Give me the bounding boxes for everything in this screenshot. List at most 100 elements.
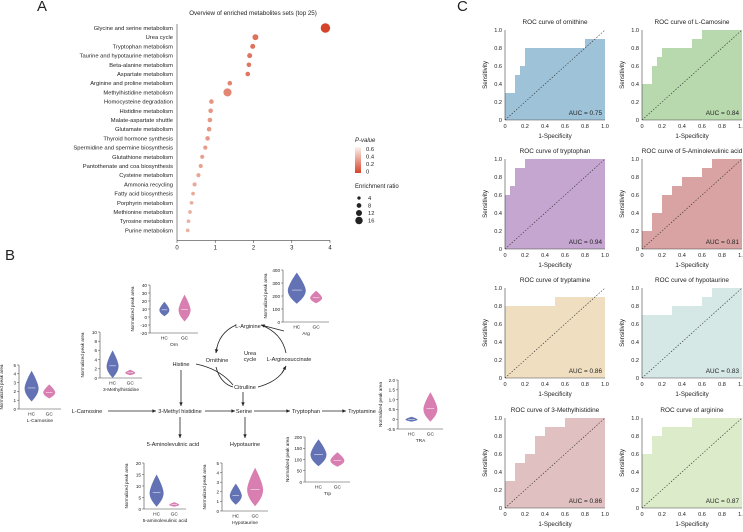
roc-y-tick-label: 0.4 [494,82,502,88]
enrichment-dot [245,71,251,77]
violin-hc [149,474,164,507]
arrow-head [286,409,290,413]
roc-x-tick-label: 0 [640,124,643,130]
roc-x-tick-label: 0.8 [718,512,726,518]
pvalue-tick-label: 0 [366,170,369,176]
violin-tick-label: 200 [294,435,302,440]
violin-tick-label: 400 [272,268,280,273]
violin-tick-label: 3 [13,380,16,385]
roc-x-tick-label: 0.6 [561,512,569,518]
node-tryptamine: Tryptamine [348,409,376,415]
roc-x-tick-label: 0.6 [698,512,706,518]
roc-title: ROC curve of 3-Methylhistidine [511,407,600,414]
violin-tick-label: 100 [272,307,280,312]
roc-title: ROC curve of tryptophan [520,148,591,155]
violin-group-gc: GC [46,412,54,418]
roc-y-tick-label: 0.2 [494,358,502,364]
violin-gc [178,294,191,322]
category-label: Arginine and proline metabolism [90,81,173,87]
category-label: Spermidine and spermine biosynthesis [73,146,173,152]
roc-y-tick-label: 0 [499,247,502,253]
violin-tick-label: 4 [216,470,219,475]
violin-tick-label: 0 [138,507,141,512]
violin-tick-label: 0 [392,417,395,422]
category-label: Purine metabolism [125,228,173,234]
x-tick-label: 3 [290,245,294,250]
roc-x-tick-label: 1.0 [738,124,743,130]
violin-group-label: Trp [324,491,331,497]
roc-x-label: 1-Specificity [675,521,709,528]
roc-y-tick-label: 0.8 [631,434,639,440]
category-label: Urea cycle [146,35,173,41]
category-label: Aspartate metabolism [117,72,173,78]
roc-x-tick-label: 0.2 [658,382,666,388]
arrow-head [282,366,286,370]
roc-auc-label: AUC = 0.86 [569,368,603,375]
roc-y-tick-label: 0.8 [631,304,639,310]
size-legend-dot [357,196,361,200]
chart-title: Overview of enriched metabolites sets (t… [189,10,317,17]
roc-x-tick-label: 1.0 [601,512,609,518]
roc-x-tick-label: 0.6 [561,124,569,130]
violin-tick-label: 4 [13,372,16,377]
violin-tick-label: 15 [136,472,142,477]
size-legend-label: 4 [368,196,372,202]
size-legend-dot [355,209,363,217]
roc-auc-label: AUC = 0.84 [706,110,740,117]
roc-diagonal [504,417,606,509]
violin-group-hc: HC [293,325,300,331]
roc-x-tick-label: 0.2 [658,512,666,518]
violin-plot: 5 4 3 2 1 0 Normalized peak area HC GCL-Carnosin… [0,363,61,424]
roc-auc-label: AUC = 0.86 [569,498,603,505]
node-citrulline: Citrulline [234,385,256,391]
roc-y-tick-label: 1.0 [494,157,502,163]
arrow-head [178,434,182,438]
roc-x-tick-label: 0.2 [521,382,529,388]
category-label: Beta-alanine metabolism [109,63,173,69]
roc-y-tick-label: 0.4 [631,82,639,88]
roc-y-tick-label: 0.2 [631,488,639,494]
category-label: Glutathione metabolism [112,155,173,161]
violin-tick-label: 1 [13,398,16,403]
violin-gc [330,452,345,467]
roc-x-tick-label: 0.4 [678,382,686,388]
urea-arrow [260,324,285,332]
pvalue-tick-label: 0.6 [366,147,374,153]
violin-hc [106,350,119,378]
size-legend-label: 16 [368,219,374,225]
roc-y-tick-label: 1.0 [631,286,639,292]
node-urea-cycle: Urea [244,351,257,357]
roc-y-tick-label: 1.0 [631,157,639,163]
violin-group-hc: HC [28,412,35,418]
violin-tick-label: 0 [94,376,97,381]
roc-y-tick-label: 0.4 [494,211,502,217]
violin-tick-label: 0 [299,480,302,485]
roc-y-tick-label: 0.6 [494,64,502,70]
roc-x-tick-label: 0.8 [718,253,726,259]
roc-x-tick-label: 0.6 [561,253,569,259]
violin-group-gc: GC [427,432,435,438]
violin-tick-label: 300 [272,281,280,286]
roc-title: ROC curve of arginine [660,407,724,414]
roc-x-tick-label: 0.8 [581,382,589,388]
roc-y-tick-label: 0.4 [494,340,502,346]
roc-y-tick-label: 0.2 [631,100,639,106]
violin-tick-label: 0 [13,407,16,412]
pvalue-legend-title: P-value [355,138,376,144]
enrichment-dot [185,228,190,233]
violin-tick-label: 200 [272,294,280,299]
violin-group-gc: GC [127,381,135,387]
enrichment-dot [196,173,201,178]
roc-x-label: 1-Specificity [538,133,572,140]
enrichment-dot [250,43,256,49]
violin-tick-label: 20 [136,461,142,466]
violin-gc [310,290,323,304]
roc-y-tick-label: 0.8 [631,175,639,181]
roc-x-tick-label: 0 [503,124,506,130]
violin-tick-label: 0.5 [389,407,396,412]
roc-y-tick-label: 0.4 [631,340,639,346]
roc-y-tick-label: 1.0 [494,286,502,292]
violin-tick-label: 4 [94,357,97,362]
roc-plot: ROC curve of 5-Aminolevulinic acid 00 0.2 0… [619,148,743,269]
